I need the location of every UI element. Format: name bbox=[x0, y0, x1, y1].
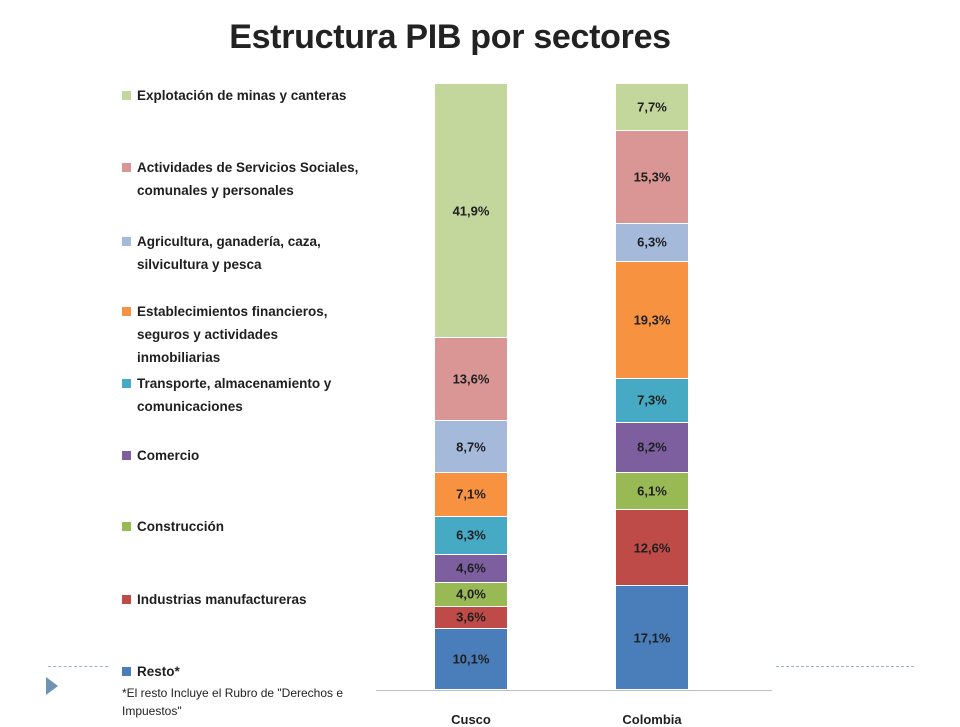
footnote: *El resto Incluye el Rubro de "Derechos … bbox=[122, 686, 344, 718]
legend-item: Agricultura, ganadería, caza, silvicultur… bbox=[122, 230, 384, 276]
bar-segment: 13,6% bbox=[435, 338, 507, 421]
legend-label: silvicultura y pesca bbox=[137, 257, 262, 272]
bar-segment: 15,3% bbox=[616, 130, 688, 224]
bar-segment: 6,1% bbox=[616, 472, 688, 510]
legend-swatch bbox=[122, 237, 131, 246]
bar-segment: 6,3% bbox=[616, 223, 688, 262]
bar-segment: 4,0% bbox=[435, 582, 507, 607]
chart-panel: Explotación de minas y canteras Actividad… bbox=[112, 78, 772, 727]
bar-segment: 7,3% bbox=[616, 378, 688, 424]
data-label: 8,2% bbox=[637, 439, 667, 455]
legend-label: comunales y personales bbox=[137, 183, 294, 198]
legend-swatch bbox=[122, 91, 131, 100]
legend-swatch bbox=[122, 379, 131, 388]
legend-swatch bbox=[122, 307, 131, 316]
legend-item: Transporte, almacenamiento y comunicacion… bbox=[122, 372, 384, 418]
data-label: 13,6% bbox=[452, 371, 490, 387]
data-label: 6,3% bbox=[456, 527, 486, 543]
legend-label: Agricultura, ganadería, caza, bbox=[137, 234, 321, 249]
legend-label: Explotación de minas y canteras bbox=[137, 88, 347, 103]
legend-label: Transporte, almacenamiento y bbox=[137, 376, 332, 391]
data-label: 4,0% bbox=[456, 586, 486, 602]
data-label: 3,6% bbox=[456, 609, 486, 625]
legend-item: Explotación de minas y canteras bbox=[122, 84, 384, 107]
decorative-divider-left bbox=[48, 666, 108, 667]
data-label: 6,3% bbox=[637, 234, 667, 250]
data-label: 7,7% bbox=[637, 99, 667, 115]
bar-segment: 7,7% bbox=[616, 84, 688, 131]
bar-segment: 10,1% bbox=[435, 628, 507, 690]
legend-label: seguros y actividades bbox=[137, 327, 279, 342]
data-label: 6,1% bbox=[637, 483, 667, 499]
bar-segment: 8,7% bbox=[435, 420, 507, 474]
data-label: 4,6% bbox=[456, 560, 486, 576]
legend-label: Industrias manufactureras bbox=[137, 592, 307, 607]
legend-swatch bbox=[122, 522, 131, 531]
legend-item: Construcción bbox=[122, 515, 384, 538]
bar-segment: 19,3% bbox=[616, 261, 688, 379]
x-axis-line bbox=[376, 690, 772, 691]
bar-segment: 7,1% bbox=[435, 473, 507, 517]
legend-swatch bbox=[122, 163, 131, 172]
legend-label: Construcción bbox=[137, 519, 225, 534]
legend-item: Actividades de Servicios Sociales, comuna… bbox=[122, 156, 384, 202]
data-label: 12,6% bbox=[633, 540, 671, 556]
data-label: 8,7% bbox=[456, 439, 486, 455]
data-label: 15,3% bbox=[633, 169, 671, 185]
legend-swatch bbox=[122, 595, 131, 604]
legend-item: Industrias manufactureras bbox=[122, 588, 384, 611]
legend-item: Resto* bbox=[122, 660, 384, 683]
legend-label: Resto* bbox=[137, 664, 180, 679]
bar-segment: 6,3% bbox=[435, 516, 507, 555]
decorative-divider-right bbox=[776, 666, 914, 667]
legend-label: Actividades de Servicios Sociales, bbox=[137, 160, 359, 175]
legend-label: Comercio bbox=[137, 448, 200, 463]
data-label: 17,1% bbox=[633, 630, 671, 646]
data-label: 10,1% bbox=[452, 651, 490, 667]
chart-title: Estructura PIB por sectores bbox=[229, 18, 671, 56]
bar-segment: 17,1% bbox=[616, 586, 688, 690]
data-label: 19,3% bbox=[633, 312, 671, 328]
legend-item: Comercio bbox=[122, 444, 384, 467]
bar-segment: 4,6% bbox=[435, 554, 507, 583]
data-label: 7,1% bbox=[456, 486, 486, 502]
legend-swatch bbox=[122, 451, 131, 460]
legend-label: inmobiliarias bbox=[137, 350, 221, 365]
data-label: 41,9% bbox=[452, 203, 490, 219]
bar-segment: 41,9% bbox=[435, 84, 507, 339]
bar-segment: 3,6% bbox=[435, 606, 507, 629]
slide-bullet-arrow-icon bbox=[46, 677, 58, 695]
legend-item: Establecimientos financieros, seguros y a… bbox=[122, 300, 384, 369]
legend-label: comunicaciones bbox=[137, 399, 243, 414]
data-label: 7,3% bbox=[637, 392, 667, 408]
bar-segment: 8,2% bbox=[616, 423, 688, 473]
legend-label: Establecimientos financieros, bbox=[137, 304, 328, 319]
bar-segment: 12,6% bbox=[616, 509, 688, 587]
legend-swatch bbox=[122, 667, 131, 676]
